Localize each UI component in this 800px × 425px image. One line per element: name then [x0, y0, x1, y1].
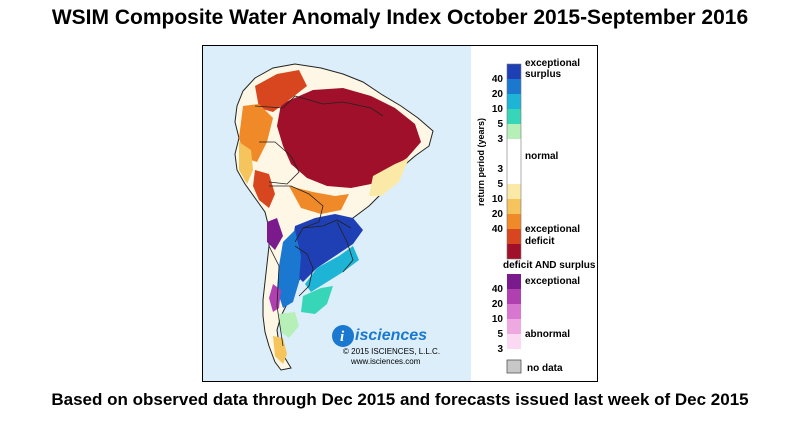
anomaly-map: i isciences © 2015 ISCIENCES, L.L.C. www…	[203, 46, 597, 381]
surplus-region-medium	[277, 230, 301, 308]
colorbar-swatch	[507, 214, 521, 229]
deficit-andes	[253, 170, 275, 208]
both-colorbar-swatch	[507, 289, 521, 304]
country-borders	[254, 95, 384, 347]
legend-both-label-1: exceptional	[525, 276, 580, 287]
tick-label: 20	[492, 209, 504, 220]
colorbar-swatch	[507, 109, 521, 124]
tick-label: 3	[497, 134, 503, 145]
colorbar-swatch	[507, 169, 521, 184]
both-colorbar-swatch	[507, 304, 521, 319]
logo-circle	[332, 325, 354, 347]
colorbar-swatch	[507, 199, 521, 214]
legend-both-title: deficit AND surplus	[503, 260, 596, 271]
light-deficit-east	[369, 158, 409, 196]
tick-label: 3	[497, 344, 503, 355]
legend: return period (years) 40 20 10 5 3 3 5 10 20 40 e…	[476, 58, 596, 374]
southern-deficit	[273, 336, 287, 364]
return-period-tick-labels: 40 20 10 5 3 3 5 10 20 40	[492, 74, 504, 235]
tick-label: 20	[492, 299, 504, 310]
mild-deficit-northwest	[239, 142, 253, 184]
tick-label: 40	[492, 224, 504, 235]
tick-label: 10	[492, 314, 504, 325]
legend-normal-label: normal	[525, 151, 559, 162]
return-period-colorbar	[506, 63, 522, 260]
logo-copyright: © 2015 ISCIENCES, L.L.C.	[343, 347, 440, 356]
both-colorbar-swatch	[507, 334, 521, 349]
tick-label: 5	[497, 329, 503, 340]
map-panel: i isciences © 2015 ISCIENCES, L.L.C. www…	[202, 45, 598, 382]
exceptional-deficit-region	[277, 88, 421, 188]
deficit-region-north	[255, 70, 307, 112]
moderate-deficit-northwest	[239, 104, 273, 162]
colorbar-swatch	[507, 184, 521, 199]
tick-label: 40	[492, 284, 504, 295]
tick-label: 10	[492, 104, 504, 115]
mixed-deficit-surplus-region	[267, 218, 283, 250]
legend-axis-label: return period (years)	[476, 118, 486, 206]
both-colorbar-swatch	[507, 274, 521, 289]
tick-label: 3	[497, 164, 503, 175]
page-caption: Based on observed data through Dec 2015 …	[51, 390, 749, 409]
moderate-deficit-center	[289, 186, 349, 214]
tick-label: 10	[492, 194, 504, 205]
colorbar-swatch	[507, 124, 521, 139]
logo-website: www.isciences.com	[350, 357, 421, 366]
legend-deficit-label-2: deficit	[525, 236, 555, 247]
page-title: WSIM Composite Water Anomaly Index Octob…	[51, 6, 749, 29]
colorbar-outline	[506, 63, 522, 260]
isciences-logo: i isciences © 2015 ISCIENCES, L.L.C. www…	[332, 325, 440, 366]
legend-surplus-label-1: exceptional	[525, 58, 580, 69]
tick-label: 5	[497, 119, 503, 130]
surplus-region-teal	[305, 246, 359, 292]
colorbar-swatch	[507, 64, 521, 79]
colorbar-swatch	[507, 94, 521, 109]
exceptional-surplus-region	[291, 214, 363, 282]
legend-both-label-2: abnormal	[525, 329, 570, 340]
legend-background	[471, 46, 597, 381]
colorbar-swatch	[507, 244, 521, 259]
legend-surplus-label-2: surplus	[525, 69, 562, 80]
colorbar-swatch	[507, 229, 521, 244]
anomaly-patches	[239, 70, 421, 364]
colorbar-swatch	[507, 79, 521, 94]
legend-deficit-label-1: exceptional	[525, 224, 580, 235]
no-data-swatch	[506, 359, 522, 374]
colorbar-swatch	[507, 154, 521, 169]
surplus-region-light	[301, 286, 333, 314]
surplus-region-pale	[279, 312, 299, 338]
deficit-and-surplus-colorbar	[507, 274, 521, 349]
tick-label: 40	[492, 74, 504, 85]
tick-label: 20	[492, 89, 504, 100]
both-colorbar-swatch	[507, 319, 521, 334]
deficit-and-surplus-tick-labels: 40 20 10 5 3	[492, 284, 504, 355]
logo-brand-text: isciences	[355, 327, 427, 344]
logo-letter: i	[340, 329, 345, 345]
tick-label: 5	[497, 179, 503, 190]
legend-nodata-label: no data	[527, 363, 563, 374]
colorbar-swatch	[507, 139, 521, 154]
